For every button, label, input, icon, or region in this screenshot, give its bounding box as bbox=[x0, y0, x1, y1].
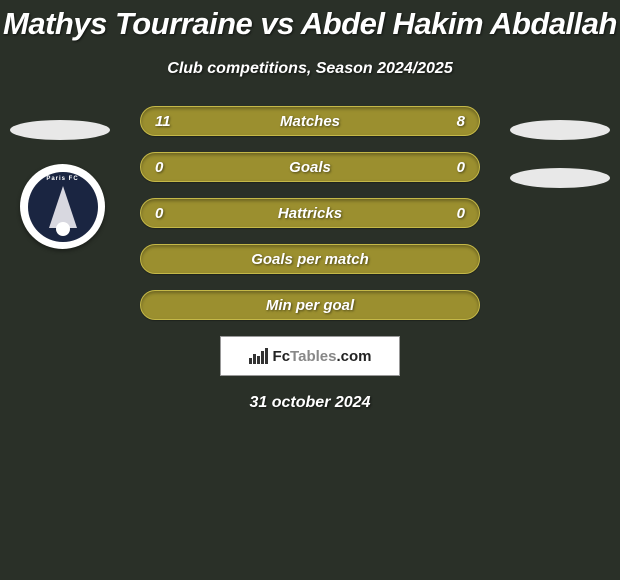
stat-row-hattricks: 0 Hattricks 0 bbox=[140, 198, 480, 228]
header: Mathys Tourraine vs Abdel Hakim Abdallah… bbox=[0, 0, 620, 78]
stat-right-value: 0 bbox=[457, 205, 465, 222]
attribution-badge: FcTables.com bbox=[220, 336, 400, 376]
date-label: 31 october 2024 bbox=[10, 394, 610, 412]
player-left-oval bbox=[10, 120, 110, 140]
stat-row-gpm: Goals per match bbox=[140, 244, 480, 274]
stat-right-value: 0 bbox=[457, 159, 465, 176]
ball-icon bbox=[56, 222, 70, 236]
stat-right-value: 8 bbox=[457, 113, 465, 130]
stat-label: Goals bbox=[289, 159, 331, 176]
stat-row-mpg: Min per goal bbox=[140, 290, 480, 320]
stat-row-matches: 11 Matches 8 bbox=[140, 106, 480, 136]
stat-left-value: 0 bbox=[155, 159, 163, 176]
stat-row-goals: 0 Goals 0 bbox=[140, 152, 480, 182]
attribution-text: FcTables.com bbox=[273, 348, 372, 365]
stat-label: Hattricks bbox=[278, 205, 342, 222]
brand-fc: Fc bbox=[273, 348, 291, 365]
stat-rows: 11 Matches 8 0 Goals 0 0 Hattricks 0 Goa… bbox=[140, 106, 480, 320]
brand-tables: Tables bbox=[290, 348, 336, 365]
stat-label: Matches bbox=[280, 113, 340, 130]
stat-label: Goals per match bbox=[251, 251, 369, 268]
stat-label: Min per goal bbox=[266, 297, 354, 314]
barchart-icon bbox=[249, 348, 269, 364]
club-text: Paris FC bbox=[46, 176, 78, 182]
stat-left-value: 0 bbox=[155, 205, 163, 222]
stat-left-value: 11 bbox=[155, 113, 171, 130]
comparison-chart: Paris FC 11 Matches 8 0 Goals 0 0 Hattri… bbox=[0, 106, 620, 412]
player-right-oval-1 bbox=[510, 120, 610, 140]
club-badge-left: Paris FC bbox=[20, 164, 105, 249]
brand-suffix: .com bbox=[336, 348, 371, 365]
page-title: Mathys Tourraine vs Abdel Hakim Abdallah bbox=[0, 6, 620, 42]
page-subtitle: Club competitions, Season 2024/2025 bbox=[0, 60, 620, 78]
player-right-oval-2 bbox=[510, 168, 610, 188]
club-logo-parisfc: Paris FC bbox=[28, 172, 98, 242]
